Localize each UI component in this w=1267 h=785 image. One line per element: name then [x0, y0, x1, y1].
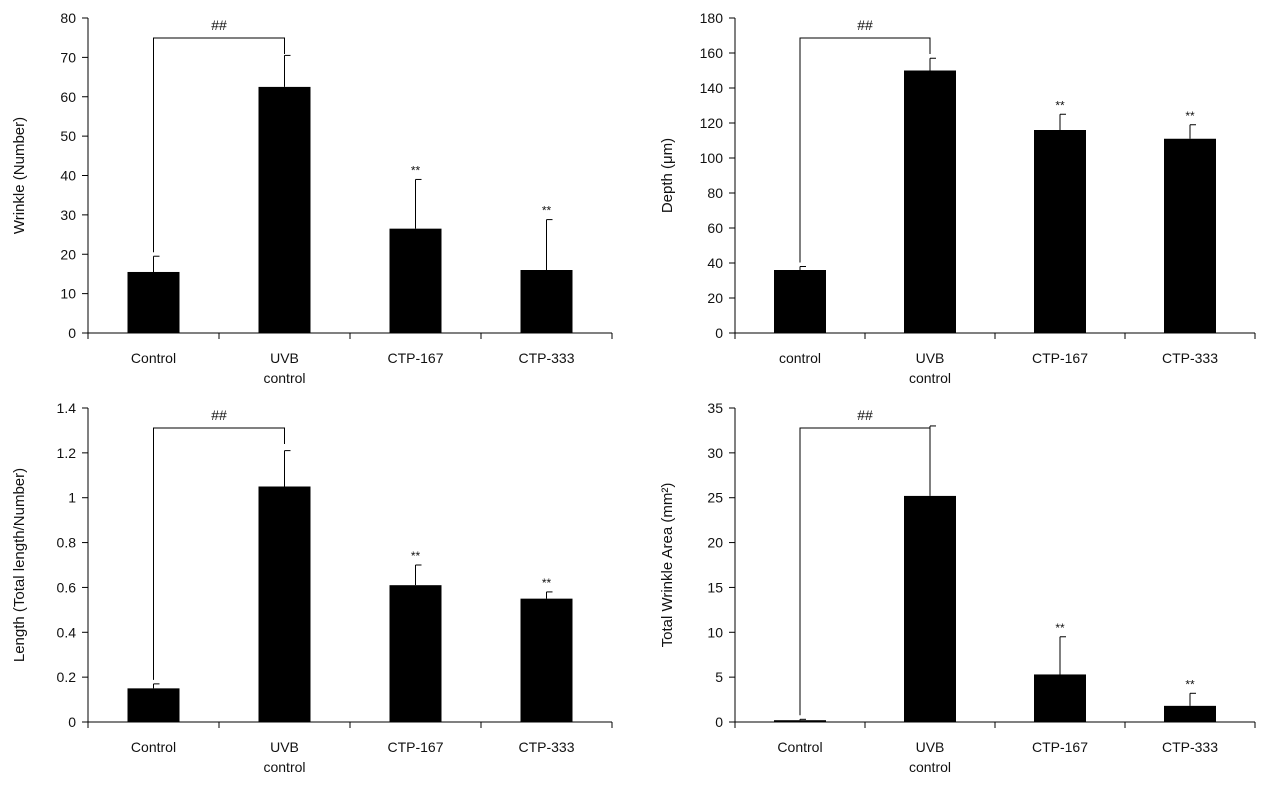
significance-label: **	[1055, 98, 1065, 112]
y-tick-label: 1	[68, 490, 76, 506]
y-tick-label: 20	[60, 246, 76, 262]
y-tick-label: 40	[707, 255, 723, 271]
y-tick-label: 25	[707, 490, 723, 506]
y-tick-label: 1.2	[57, 445, 77, 461]
significance-label: **	[411, 163, 421, 177]
bar	[520, 598, 573, 722]
x-tick-label: control	[909, 759, 951, 775]
y-tick-label: 0	[715, 714, 723, 730]
x-tick-label: control	[263, 370, 305, 386]
y-tick-label: 60	[707, 220, 723, 236]
y-tick-label: 40	[60, 168, 76, 184]
bar	[904, 70, 956, 333]
y-tick-label: 30	[60, 207, 76, 223]
x-tick-label: Control	[131, 739, 176, 755]
y-tick-label: 80	[707, 185, 723, 201]
y-tick-label: 140	[700, 80, 724, 96]
bar	[127, 271, 180, 333]
y-tick-label: 1.4	[57, 400, 77, 416]
y-tick-label: 0.6	[57, 579, 77, 595]
x-tick-label: UVB	[270, 739, 299, 755]
significance-label: **	[1185, 677, 1195, 691]
significance-label: **	[1185, 109, 1195, 123]
y-axis-label: Depth (μm)	[659, 138, 676, 213]
bracket-label: ##	[211, 17, 227, 33]
y-tick-label: 0.2	[57, 669, 77, 685]
x-tick-label: CTP-167	[1032, 739, 1088, 755]
chart-panel-4: 0 5 10 15 20 25 30 35 Total Wrinkle Area (mm²) Co…	[659, 400, 1256, 775]
significance-label: **	[1055, 621, 1065, 635]
bar	[389, 228, 442, 333]
bar	[774, 270, 826, 333]
significance-bracket	[799, 427, 931, 716]
chart-panel-2: 0 20 40 60 80 100 120 140 160 180 Depth (μm) contro…	[659, 10, 1256, 386]
bar	[258, 86, 311, 333]
significance-label: **	[411, 549, 421, 563]
bar	[258, 486, 311, 722]
bar	[774, 720, 826, 722]
x-tick-label: control	[779, 350, 821, 366]
bar	[127, 688, 180, 722]
y-tick-label: 70	[60, 49, 76, 65]
y-tick-label: 80	[60, 10, 76, 26]
y-axis-label: Total Wrinkle Area (mm²)	[659, 483, 676, 648]
x-tick-label: CTP-333	[518, 739, 574, 755]
x-tick-label: UVB	[916, 739, 945, 755]
y-axis-label: Length (Total length/Number)	[11, 468, 28, 662]
chart-panel-3: 0 0.2 0.4 0.6 0.8 1 1.2 1.4 Length (Total length…	[11, 400, 613, 775]
x-tick-label: UVB	[916, 350, 945, 366]
y-tick-label: 120	[700, 115, 724, 131]
significance-bracket	[799, 37, 931, 263]
chart-panel-1: 0 10 20 30 40 50 60 70 80 Wrinkle (Number) Control…	[11, 10, 613, 386]
x-tick-label: control	[263, 759, 305, 775]
x-tick-label: CTP-333	[1162, 739, 1218, 755]
significance-bracket	[153, 37, 285, 253]
bar	[904, 495, 956, 722]
significance-label: **	[542, 576, 552, 590]
y-tick-label: 100	[700, 150, 724, 166]
bracket-label: ##	[211, 407, 227, 423]
y-tick-label: 0	[68, 325, 76, 341]
y-tick-label: 0	[68, 714, 76, 730]
y-tick-label: 0.8	[57, 535, 77, 551]
bar	[389, 585, 442, 722]
bar	[1034, 130, 1086, 333]
x-tick-label: CTP-167	[1032, 350, 1088, 366]
bar	[1034, 674, 1086, 722]
y-tick-label: 180	[700, 10, 724, 26]
y-tick-label: 160	[700, 45, 724, 61]
x-tick-label: control	[909, 370, 951, 386]
y-tick-label: 20	[707, 290, 723, 306]
bracket-label: ##	[857, 17, 873, 33]
x-tick-label: CTP-167	[387, 739, 443, 755]
y-tick-label: 10	[60, 286, 76, 302]
y-tick-label: 20	[707, 535, 723, 551]
y-tick-label: 60	[60, 89, 76, 105]
y-tick-label: 10	[707, 624, 723, 640]
x-tick-label: CTP-167	[387, 350, 443, 366]
y-tick-label: 0	[715, 325, 723, 341]
y-tick-label: 15	[707, 579, 723, 595]
y-tick-label: 50	[60, 128, 76, 144]
y-tick-label: 5	[715, 669, 723, 685]
y-tick-label: 0.4	[57, 624, 77, 640]
y-axis-label: Wrinkle (Number)	[11, 117, 28, 234]
x-tick-label: Control	[777, 739, 822, 755]
bar	[1164, 138, 1216, 333]
significance-label: **	[542, 204, 552, 218]
x-tick-label: Control	[131, 350, 176, 366]
x-tick-label: CTP-333	[518, 350, 574, 366]
y-tick-label: 35	[707, 400, 723, 416]
bracket-label: ##	[857, 407, 873, 423]
bar	[1164, 705, 1216, 722]
y-tick-label: 30	[707, 445, 723, 461]
x-tick-label: UVB	[270, 350, 299, 366]
x-tick-label: CTP-333	[1162, 350, 1218, 366]
significance-bracket	[153, 427, 285, 680]
bar	[520, 270, 573, 333]
